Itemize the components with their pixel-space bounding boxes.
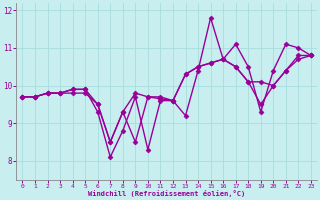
X-axis label: Windchill (Refroidissement éolien,°C): Windchill (Refroidissement éolien,°C) <box>88 190 245 197</box>
